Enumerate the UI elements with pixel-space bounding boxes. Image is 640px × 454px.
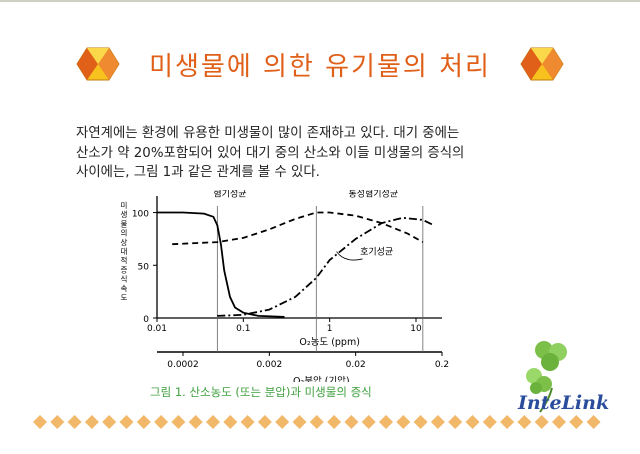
paragraph-line: 자연계에는 환경에 유용한 미생물이 많이 존재하고 있다. 대기 중에는 (76, 126, 460, 141)
y-axis-label-char: 물 (121, 219, 128, 228)
diamond-icon (448, 415, 463, 429)
diamond-icon (102, 415, 117, 429)
diamond-border (33, 415, 601, 429)
series-line (157, 211, 285, 318)
x2-tick-label: 0.0002 (167, 360, 199, 370)
diamond-icon (465, 415, 480, 429)
cube-icon (520, 47, 564, 81)
y-axis-label-char: 상 (121, 237, 128, 247)
diamond-icon (257, 415, 272, 429)
diamond-icon (396, 415, 411, 429)
diamond-icon (413, 415, 428, 429)
diamond-icon (67, 415, 82, 429)
diamond-icon (50, 415, 65, 429)
diamond-icon (84, 415, 99, 429)
diamond-icon (188, 415, 203, 429)
slide-title: 미생물에 의한 유기물의 처리 (149, 51, 491, 82)
y-axis-label-char: 미 (121, 201, 128, 210)
y-tick-label: 100 (132, 210, 149, 220)
y-tick-label: 50 (138, 262, 150, 272)
diamond-icon (586, 415, 601, 429)
diamond-icon (154, 415, 169, 429)
diamond-icon (379, 415, 393, 429)
clover-icon (526, 341, 567, 413)
series-line (172, 211, 424, 246)
y-axis-label-char: 식 (121, 275, 128, 284)
x2-tick-label: 0.02 (346, 360, 366, 370)
y-axis-label-char: 적 (121, 255, 128, 265)
y-tick-label: 0 (143, 315, 149, 325)
diamond-icon (552, 415, 566, 429)
diamond-icon (569, 415, 584, 429)
figure-caption: 그림 1. 산소농도 (또는 분압)과 미생물의 증식 (150, 385, 372, 399)
y-axis-label-char: 도 (121, 293, 128, 302)
diamond-icon (430, 415, 445, 429)
diamond-icon (206, 415, 220, 429)
diamond-icon (500, 415, 515, 429)
diamond-icon (240, 415, 255, 429)
diamond-icon (33, 415, 47, 429)
diamond-icon (344, 415, 359, 429)
diamond-icon (517, 415, 532, 429)
x2-tick-label: 0.2 (435, 360, 449, 370)
diamond-icon (327, 415, 342, 429)
y-axis-label-char: 대 (121, 247, 128, 256)
top-rule (0, 0, 640, 2)
diamond-icon (275, 415, 290, 429)
x2-axis-label: O₂분압 (기압) (293, 375, 350, 382)
y-axis-label-char: 증 (121, 265, 128, 274)
diamond-icon (171, 415, 186, 429)
diamond-icon (361, 415, 376, 429)
y-axis-label-char: 속 (121, 284, 128, 293)
x-tick-label: 0.01 (147, 324, 167, 334)
body-paragraph: 자연계에는 환경에 유용한 미생물이 많이 존재하고 있다. 대기 중에는 산소… (76, 124, 576, 183)
intelink-logo: InteLink (518, 392, 610, 414)
x-axis-label: O₂농도 (ppm) (299, 337, 360, 348)
diamond-icon (223, 415, 238, 429)
diamond-icon (482, 415, 497, 429)
series-label: 혐기성균 (213, 190, 246, 200)
y-axis-label-char: 생 (121, 209, 128, 219)
diamond-icon (136, 415, 151, 429)
y-axis-label-char: 의 (121, 228, 128, 238)
diamond-icon (309, 415, 324, 429)
cube-icon (76, 47, 120, 81)
paragraph-line: 사이에는, 그림 1과 같은 관계를 볼 수 있다. (76, 165, 320, 180)
x2-tick-label: 0.002 (256, 360, 282, 370)
series-label: 호기성균 (360, 247, 393, 258)
series-line (217, 216, 434, 317)
diamond-icon (534, 415, 549, 429)
diamond-icon (292, 415, 307, 429)
diamond-icon (119, 415, 134, 429)
paragraph-line: 산소가 약 20%포함되어 있어 대기 중의 산소와 이들 미생물의 증식의 (76, 145, 465, 161)
x-tick-label: 1 (327, 324, 333, 334)
title-bar: 미생물에 의한 유기물의 처리 (0, 40, 640, 88)
label-leader (336, 251, 363, 261)
x-tick-label: 0.1 (236, 324, 250, 334)
series-label: 통성혐기성균 (348, 190, 398, 200)
x-tick-label: 10 (410, 324, 422, 334)
